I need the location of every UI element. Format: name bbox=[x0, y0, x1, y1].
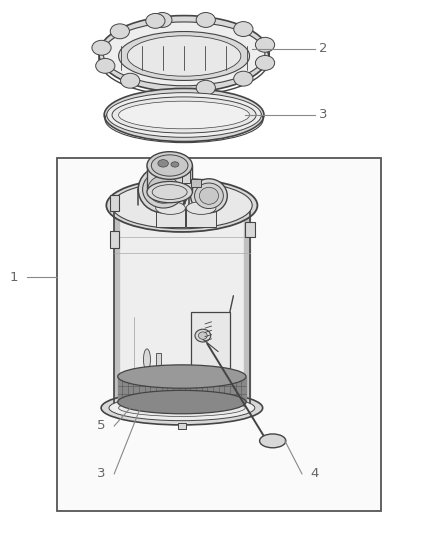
Polygon shape bbox=[120, 205, 244, 405]
Ellipse shape bbox=[118, 390, 246, 414]
Text: 3: 3 bbox=[97, 467, 105, 480]
Ellipse shape bbox=[107, 93, 261, 138]
Ellipse shape bbox=[119, 399, 245, 416]
Ellipse shape bbox=[255, 55, 275, 70]
Bar bbox=[57, 158, 381, 511]
Polygon shape bbox=[147, 165, 192, 192]
Bar bbox=[191, 312, 230, 375]
Ellipse shape bbox=[144, 349, 150, 370]
Bar bbox=[155, 208, 185, 227]
Ellipse shape bbox=[101, 391, 263, 425]
Ellipse shape bbox=[196, 80, 215, 95]
Ellipse shape bbox=[153, 12, 172, 27]
Bar bbox=[110, 231, 119, 248]
Ellipse shape bbox=[120, 74, 140, 88]
Ellipse shape bbox=[95, 59, 115, 74]
Ellipse shape bbox=[143, 171, 184, 208]
Ellipse shape bbox=[255, 37, 275, 52]
Ellipse shape bbox=[118, 365, 246, 388]
Ellipse shape bbox=[196, 12, 215, 27]
Bar bbox=[177, 423, 186, 429]
Ellipse shape bbox=[109, 395, 255, 421]
Text: 3: 3 bbox=[319, 109, 328, 122]
Ellipse shape bbox=[119, 101, 250, 129]
Ellipse shape bbox=[234, 71, 253, 86]
Ellipse shape bbox=[198, 332, 207, 340]
Ellipse shape bbox=[112, 97, 256, 133]
Text: 1: 1 bbox=[10, 271, 18, 284]
Ellipse shape bbox=[260, 434, 286, 448]
Ellipse shape bbox=[199, 187, 219, 204]
Ellipse shape bbox=[171, 162, 179, 167]
Ellipse shape bbox=[146, 13, 165, 28]
Ellipse shape bbox=[152, 184, 187, 199]
Text: 5: 5 bbox=[97, 419, 105, 432]
Bar bbox=[245, 222, 255, 237]
Ellipse shape bbox=[194, 183, 223, 208]
Ellipse shape bbox=[158, 160, 168, 167]
Ellipse shape bbox=[103, 22, 265, 86]
Bar bbox=[191, 179, 201, 187]
Ellipse shape bbox=[110, 24, 130, 39]
Ellipse shape bbox=[234, 22, 253, 36]
Ellipse shape bbox=[147, 152, 192, 179]
Bar bbox=[155, 353, 161, 368]
Polygon shape bbox=[114, 205, 120, 405]
Text: 2: 2 bbox=[319, 42, 328, 55]
Bar bbox=[186, 208, 216, 227]
Ellipse shape bbox=[104, 88, 264, 142]
Text: 4: 4 bbox=[311, 467, 319, 480]
Ellipse shape bbox=[99, 15, 269, 92]
Ellipse shape bbox=[147, 181, 192, 203]
Bar bbox=[110, 195, 119, 211]
Bar bbox=[182, 171, 190, 183]
Ellipse shape bbox=[195, 329, 211, 342]
Ellipse shape bbox=[127, 36, 241, 76]
Ellipse shape bbox=[112, 182, 252, 229]
Polygon shape bbox=[244, 205, 250, 405]
Polygon shape bbox=[118, 376, 246, 402]
Ellipse shape bbox=[151, 155, 188, 176]
Ellipse shape bbox=[148, 175, 179, 203]
Ellipse shape bbox=[106, 179, 258, 232]
Ellipse shape bbox=[191, 179, 227, 213]
Ellipse shape bbox=[92, 41, 111, 55]
Ellipse shape bbox=[186, 201, 216, 214]
Ellipse shape bbox=[119, 31, 250, 80]
Ellipse shape bbox=[138, 166, 189, 213]
Ellipse shape bbox=[155, 201, 185, 214]
